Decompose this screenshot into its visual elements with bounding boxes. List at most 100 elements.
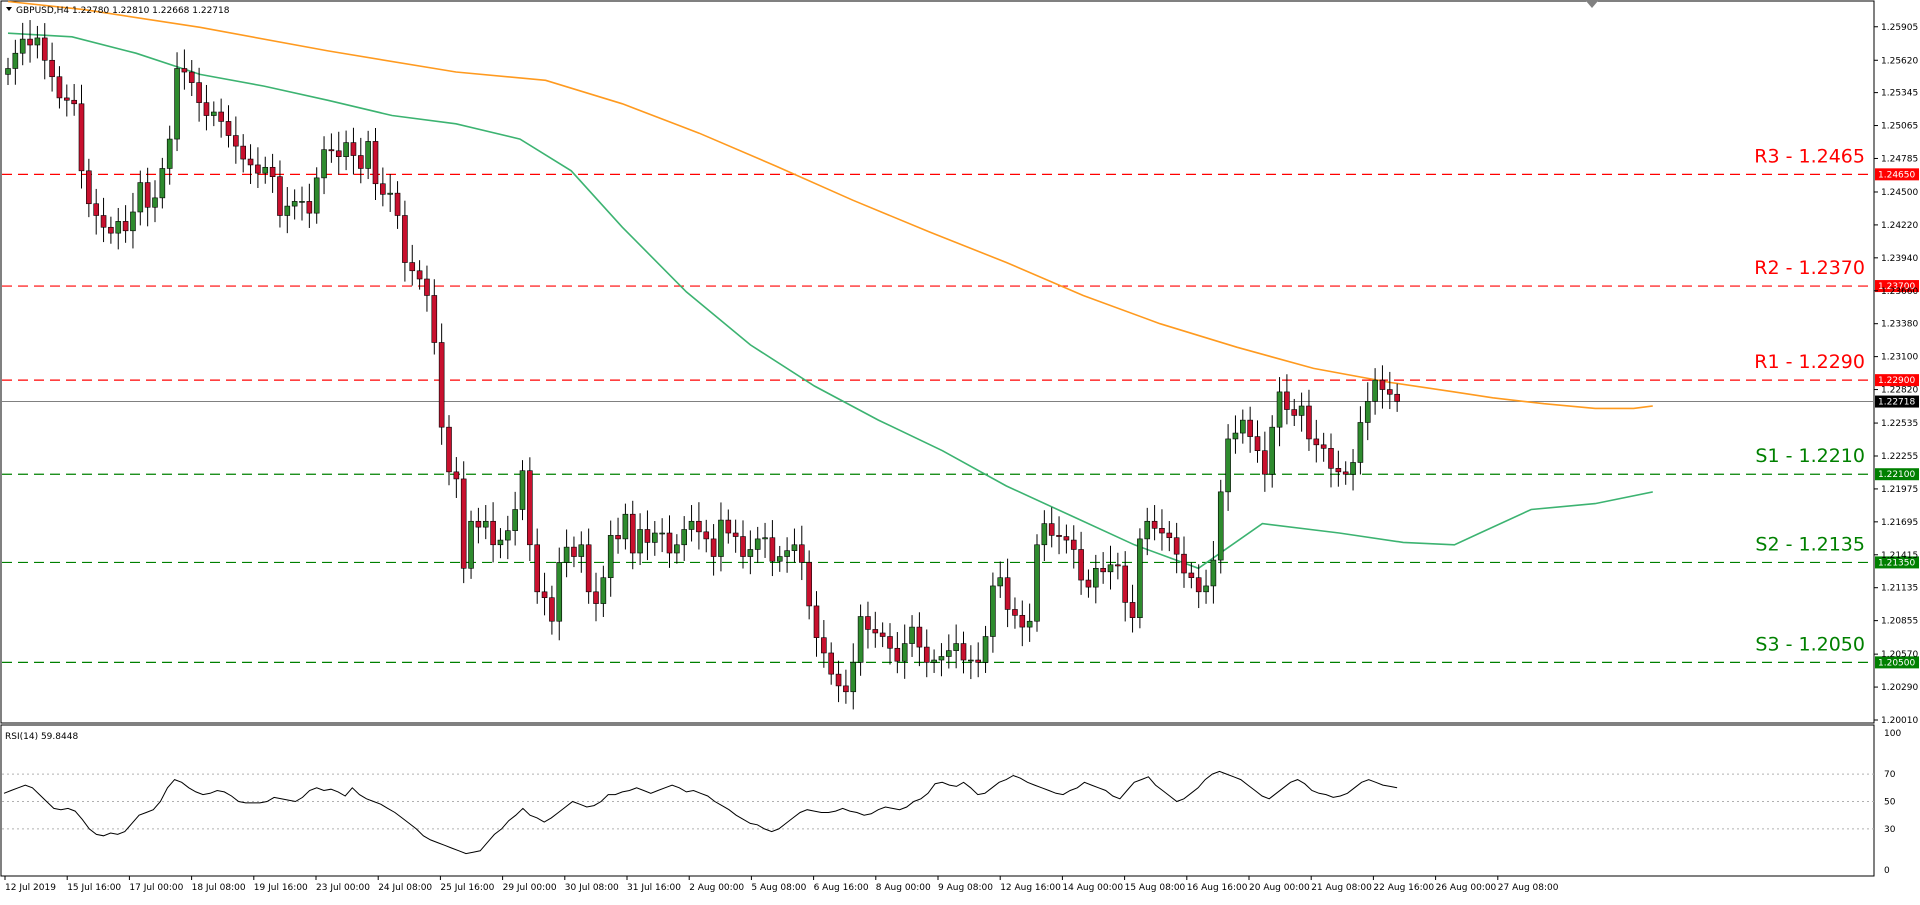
candle-body [945,650,952,657]
bearish-candle [1048,507,1055,548]
bearish-candle [1063,524,1070,554]
bearish-candle [1166,521,1173,552]
candle-body [1188,572,1195,579]
candle-body [402,215,408,263]
candle-body [1372,379,1378,402]
candle-body [1262,450,1268,475]
bearish-candle [225,105,232,148]
candle-body [12,52,19,69]
bearish-candle [424,265,430,312]
candle-body [681,529,688,546]
time-tick-label: 14 Aug 00:00 [1062,883,1123,893]
bearish-candle [703,519,710,553]
price-tick-label: 1.21135 [1881,584,1918,594]
candle-body [872,629,879,634]
candle-body [615,535,621,540]
bullish-candle [211,101,217,127]
bullish-candle [387,174,394,212]
bearish-candle [666,515,673,568]
bearish-candle [1122,551,1128,622]
scroll-marker-icon[interactable] [1586,1,1598,8]
candle-body [556,562,563,622]
candle-body [394,192,401,216]
candle-body [1203,585,1209,593]
time-tick-label: 25 Jul 16:00 [440,883,494,893]
time-tick-label: 30 Jul 08:00 [565,883,619,893]
price-panel-frame [0,0,1875,724]
candle-body [460,478,467,569]
price-tag-label: 1.23700 [1878,282,1915,292]
bullish-candle [5,57,11,85]
bullish-candle [152,180,158,223]
candle-body [93,203,99,216]
candle-body [1034,544,1040,622]
candle-body [644,529,651,543]
bullish-candle [365,130,371,180]
bearish-candle [86,158,92,218]
candle-body [1291,409,1298,416]
price-tag-label: 1.21350 [1878,558,1915,568]
candle-body [41,37,48,61]
candle-body [416,270,423,280]
bullish-candle [1350,449,1356,491]
candle-body [446,426,452,473]
candle-body [923,646,930,663]
candle-body [762,537,768,540]
bearish-candle [277,160,283,228]
candle-body [607,535,614,579]
rsi-header: RSI(14) 59.8448 [5,732,78,742]
bearish-candle [615,517,621,554]
bearish-candle [975,642,982,678]
bullish-candle [1269,415,1275,488]
price-tick-label: 1.24500 [1881,188,1918,198]
bearish-candle [1129,584,1136,633]
price-tick-label: 1.20855 [1881,617,1918,627]
bullish-candle [762,522,768,558]
bearish-candle [335,131,342,175]
candle-body [255,164,261,174]
bearish-candle [541,572,548,616]
price-tick-label: 1.20010 [1881,716,1918,726]
bearish-candle [865,601,871,649]
candle-body [137,182,144,213]
time-tick-label: 12 Aug 16:00 [1000,883,1061,893]
bearish-candle [203,84,210,131]
time-tick-label: 5 Aug 08:00 [751,883,806,893]
candle-body [1364,401,1371,423]
rsi-tick-label: 30 [1884,825,1896,835]
rsi-tick-label: 100 [1884,729,1901,739]
bearish-candle [534,528,541,604]
candle-body [1306,405,1312,440]
bearish-candle [1328,433,1334,488]
candle-body [468,520,474,569]
bearish-candle [1335,450,1342,487]
price-tick-label: 1.20570 [1881,650,1918,660]
resistance-level-label: R1 - 1.2290 [1754,351,1865,373]
current-price-label: 1.22718 [1878,398,1915,408]
candle-body [1328,448,1334,469]
bullish-candle [1298,392,1305,432]
candle-body [365,141,371,169]
price-tag-label: 1.20500 [1878,658,1915,668]
time-tick-label: 15 Aug 08:00 [1125,883,1186,893]
rsi-line [3,770,1398,855]
bullish-candle [637,513,643,566]
time-tick-label: 9 Aug 08:00 [938,883,993,893]
price-tick-label: 1.22255 [1881,452,1918,462]
candle-body [1078,549,1084,581]
resistance-price-tag: 1.23700 [1875,280,1919,293]
candle-body [306,201,313,214]
time-tick-label: 22 Aug 16:00 [1373,883,1434,893]
dropdown-triangle-icon[interactable] [6,7,12,11]
rsi-tick-label: 50 [1884,798,1896,808]
candle-body [1247,419,1253,437]
candle-body [931,659,937,663]
candle-body [218,111,224,122]
bullish-candle [174,52,180,152]
candle-body [78,103,85,172]
candle-body [776,556,783,562]
candle-body [328,149,335,152]
price-tag-box [1875,468,1919,481]
price-tag-box [1875,374,1919,387]
